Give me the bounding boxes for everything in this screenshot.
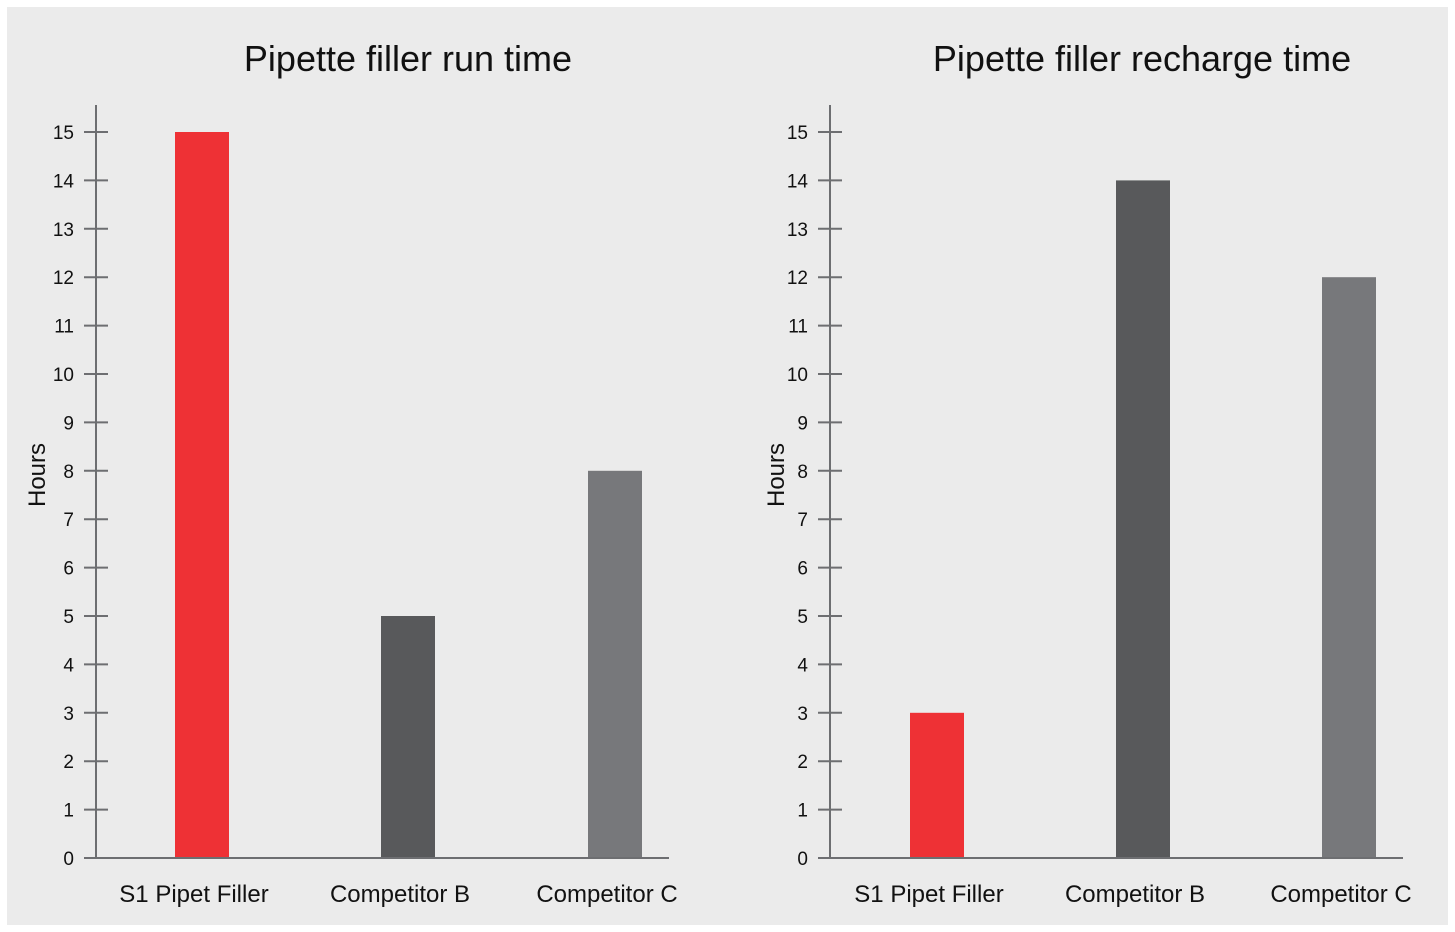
y-tick-label: 8 — [797, 462, 808, 483]
y-tick-label: 13 — [53, 220, 74, 241]
y-tick-label: 15 — [787, 123, 808, 144]
x-category-label: Competitor B — [1065, 881, 1205, 908]
x-category-label: Competitor B — [330, 881, 470, 908]
y-tick-label: 1 — [63, 801, 74, 822]
y-tick-label: 1 — [797, 801, 808, 822]
y-tick-label: 2 — [797, 752, 808, 773]
y-tick-label: 4 — [63, 655, 74, 676]
y-tick-label: 7 — [63, 510, 74, 531]
y-tick-label: 14 — [787, 171, 809, 192]
y-tick-label: 5 — [797, 607, 808, 628]
x-category-label: S1 Pipet Filler — [119, 881, 268, 908]
y-tick-label: 12 — [787, 268, 808, 289]
bar-competitor-b — [381, 616, 435, 858]
y-tick-label: 6 — [63, 559, 74, 580]
y-tick-label: 13 — [787, 220, 808, 241]
y-tick-label: 14 — [53, 171, 75, 192]
y-tick-label: 15 — [53, 123, 74, 144]
y-tick-label: 4 — [797, 655, 808, 676]
y-tick-label: 12 — [53, 268, 74, 289]
y-tick-label: 5 — [63, 607, 74, 628]
y-tick-label: 0 — [63, 849, 74, 870]
bar-competitor-c — [588, 470, 642, 858]
chart-title: Pipette filler recharge time — [933, 38, 1351, 79]
y-tick-label: 11 — [54, 317, 74, 338]
y-tick-label: 8 — [63, 462, 74, 483]
bar-s1-pipet-filler — [175, 132, 229, 858]
x-category-label: Competitor C — [1270, 881, 1411, 908]
y-tick-label: 9 — [63, 413, 74, 434]
chart-title: Pipette filler run time — [244, 38, 572, 79]
bar-competitor-c — [1322, 277, 1376, 858]
figure-panel: Pipette filler run time Hours 0 1 2 3 4 5 6 7 8 9 10… — [7, 7, 1448, 925]
y-tick-label: 6 — [797, 559, 808, 580]
y-tick-label: 0 — [797, 849, 808, 870]
y-axis-label: Hours — [24, 443, 51, 507]
y-tick-label: 10 — [53, 365, 74, 386]
y-tick-label: 10 — [787, 365, 808, 386]
x-category-label: Competitor C — [536, 881, 677, 908]
bar-competitor-b — [1116, 180, 1170, 858]
charts-svg: Pipette filler run timeHours012345678910… — [24, 38, 1412, 908]
bar-s1-pipet-filler — [910, 712, 964, 858]
y-tick-label: 2 — [63, 752, 74, 773]
y-tick-label: 9 — [797, 413, 808, 434]
y-axis-label: Hours — [763, 443, 790, 507]
x-category-label: S1 Pipet Filler — [854, 881, 1003, 908]
y-tick-label: 3 — [797, 704, 808, 725]
y-tick-label: 7 — [797, 510, 808, 531]
y-tick-label: 11 — [788, 317, 808, 338]
y-tick-label: 3 — [63, 704, 74, 725]
